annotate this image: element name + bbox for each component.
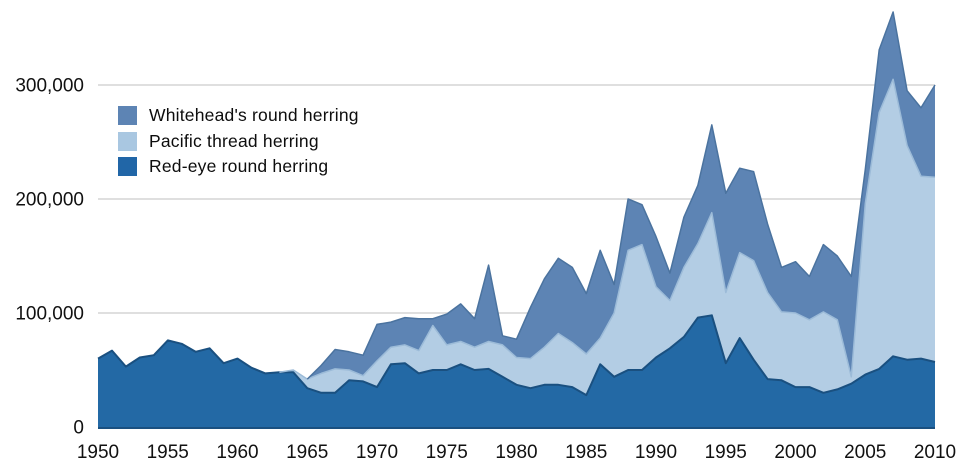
- area-band-pacific-thread-herring: [98, 79, 935, 396]
- area-band-red-eye-round-herring: [98, 315, 935, 427]
- legend-label-pacific: Pacific thread herring: [149, 130, 319, 151]
- x-tick-label-1960: 1960: [216, 442, 258, 463]
- y-tick-label-300000: 300,000: [15, 76, 84, 97]
- legend-item-red-eye-round-herring: Red-eye round herring: [118, 156, 359, 176]
- x-tick-label-1955: 1955: [147, 442, 189, 463]
- x-tick-label-1975: 1975: [426, 442, 468, 463]
- legend-color-swatch-pacific: [118, 131, 137, 151]
- x-tick-label-1950: 1950: [77, 442, 119, 463]
- x-tick-label-1970: 1970: [356, 442, 398, 463]
- y-tick-label-200000: 200,000: [15, 190, 84, 211]
- x-tick-label-1980: 1980: [495, 442, 537, 463]
- legend-item-whiteheads-round-herring: Whitehead's round herring: [118, 105, 359, 125]
- legend-color-swatch-whiteheads: [118, 106, 137, 125]
- x-tick-label-1990: 1990: [635, 442, 677, 463]
- chart-legend: Whitehead's round herring Pacific thread…: [118, 105, 359, 183]
- legend-item-pacific-thread-herring: Pacific thread herring: [118, 130, 359, 151]
- legend-label-whiteheads: Whitehead's round herring: [149, 105, 359, 125]
- area-band-whitehead-s-round-herring: [98, 12, 935, 380]
- band-edge-red-eye-round-herring: [97, 314, 936, 397]
- x-tick-label-1985: 1985: [565, 442, 607, 463]
- band-edge-whitehead-s-round-herring: [306, 11, 936, 380]
- y-tick-label-0: 0: [73, 418, 84, 439]
- x-tick-label-1995: 1995: [705, 442, 747, 463]
- legend-color-swatch-red-eye: [118, 157, 137, 176]
- band-edge-pacific-thread-herring: [279, 78, 936, 380]
- legend-label-red-eye: Red-eye round herring: [149, 156, 329, 176]
- y-tick-label-100000: 100,000: [15, 304, 84, 325]
- x-tick-label-2010: 2010: [914, 442, 956, 463]
- x-tick-label-2000: 2000: [774, 442, 816, 463]
- x-tick-label-2005: 2005: [844, 442, 886, 463]
- x-tick-label-1965: 1965: [286, 442, 328, 463]
